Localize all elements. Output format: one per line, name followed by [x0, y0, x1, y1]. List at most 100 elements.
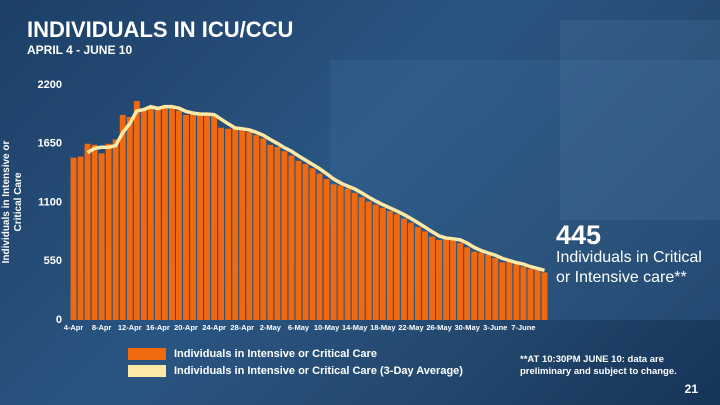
bar [91, 144, 98, 320]
y-tick-label: 1100 [38, 196, 62, 208]
bar [295, 160, 302, 320]
x-tick-label: 20-Apr [174, 323, 198, 332]
bar [70, 157, 77, 320]
x-tick-label: 3-June [483, 323, 507, 332]
bar [168, 108, 175, 320]
bar [253, 135, 260, 320]
bar [316, 173, 323, 320]
legend-swatch [128, 348, 166, 360]
bar [513, 264, 520, 320]
annotation-value: 445 [556, 220, 602, 250]
bar [190, 113, 196, 320]
bar [211, 114, 218, 320]
bar [112, 139, 119, 320]
y-axis-title: Individuals in Intensive or Critical Car… [1, 140, 24, 264]
bar [520, 266, 527, 320]
bar [309, 168, 316, 320]
bar [457, 243, 464, 320]
bar [407, 222, 414, 320]
y-tick-label: 0 [56, 314, 62, 326]
legend-swatch [128, 365, 166, 377]
bar [239, 129, 246, 320]
bar [98, 153, 105, 320]
bar [541, 272, 548, 320]
bar [450, 238, 457, 320]
bar [260, 138, 267, 320]
footnote: **AT 10:30PM JUNE 10: data are prelimina… [520, 354, 677, 377]
bar [464, 247, 471, 320]
chart-title: INDIVIDUALS IN ICU/CCU [27, 17, 293, 42]
bar [77, 156, 84, 320]
bar [386, 211, 393, 320]
bar [365, 201, 372, 320]
background-shape [560, 20, 720, 220]
bar [358, 197, 365, 320]
bar [197, 113, 203, 320]
bar [154, 106, 161, 320]
bar [400, 218, 407, 320]
x-tick-label: 28-Apr [230, 323, 254, 332]
x-tick-label: 8-Apr [92, 323, 112, 332]
bar [105, 143, 112, 320]
y-tick-label: 2200 [38, 79, 62, 91]
annotation: Individuals in Critical or Intensive car… [556, 249, 702, 286]
bar [471, 251, 478, 320]
bar [443, 237, 450, 320]
average-line [86, 104, 545, 273]
bar [478, 252, 485, 320]
legend-label: Individuals in Intensive or Critical Car… [174, 348, 377, 360]
bar [534, 269, 541, 320]
x-tick-label: 2-May [260, 323, 282, 332]
bar [323, 179, 330, 320]
bar [140, 110, 147, 321]
bar [176, 110, 182, 321]
bar [84, 143, 91, 320]
bar [393, 214, 400, 320]
bar [267, 144, 274, 320]
bar [422, 231, 428, 320]
x-tick-label: 4-Apr [64, 323, 84, 332]
bar [281, 151, 288, 320]
bar [379, 207, 386, 320]
x-tick-label: 24-Apr [202, 323, 226, 332]
bar [506, 261, 513, 320]
x-tick-label: 30-May [454, 323, 480, 332]
bar [436, 239, 442, 320]
bar [344, 188, 351, 320]
x-tick-label: 6-May [288, 323, 310, 332]
bar [499, 262, 506, 320]
y-tick-label: 1650 [38, 138, 62, 150]
bar [204, 114, 211, 320]
bar [274, 146, 281, 320]
bar [232, 127, 239, 321]
x-tick-label: 7-June [511, 323, 535, 332]
chart-subtitle: APRIL 4 - JUNE 10 [27, 43, 132, 57]
bar [218, 127, 225, 321]
bar [246, 132, 253, 320]
x-tick-label: 10-May [314, 323, 340, 332]
bar [527, 268, 534, 320]
bar [225, 128, 232, 320]
bar [302, 164, 309, 320]
bar [119, 114, 126, 320]
y-tick-label: 550 [44, 255, 62, 267]
slide-number: 21 [685, 382, 699, 396]
bar [485, 254, 492, 320]
x-tick-label: 26-May [426, 323, 452, 332]
bar [415, 227, 421, 320]
x-tick-label: 14-May [342, 323, 368, 332]
x-tick-label: 18-May [370, 323, 396, 332]
x-tick-label: 16-Apr [146, 323, 170, 332]
bar [161, 105, 168, 320]
bar [133, 101, 140, 320]
bar [337, 185, 344, 320]
bar [429, 236, 435, 320]
bar [351, 192, 358, 320]
bar [147, 108, 154, 320]
bar [288, 155, 295, 320]
bar [126, 117, 133, 320]
bar [492, 258, 499, 320]
bar [330, 184, 337, 320]
